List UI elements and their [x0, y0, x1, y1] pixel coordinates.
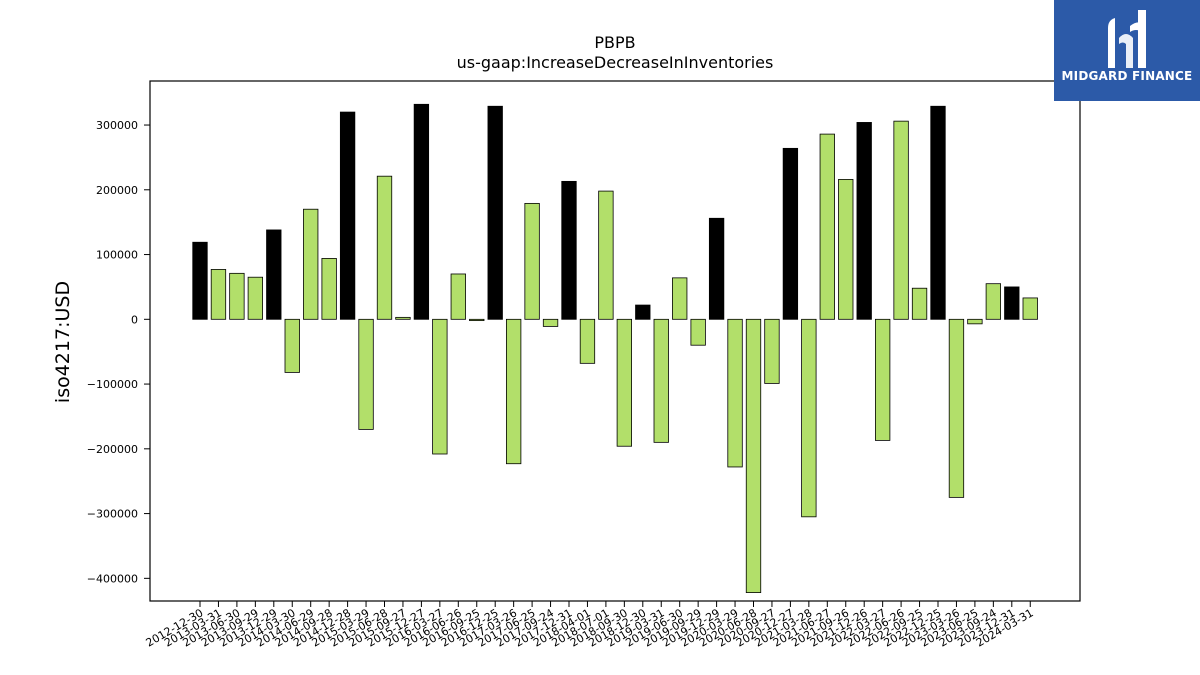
- bar-2015-03-29: [358, 318, 374, 430]
- bar-2021-06-27: [819, 133, 835, 320]
- y-tick-label: 0: [131, 313, 138, 326]
- bar-2017-09-24: [542, 318, 559, 327]
- bar-2023-12-31: [1004, 286, 1020, 320]
- bar-2012-12-30: [192, 241, 208, 320]
- bar-2014-12-28: [339, 111, 356, 320]
- bar-2024-03-31: [1022, 297, 1038, 320]
- bar-2018-04-01: [579, 318, 596, 364]
- bar-2019-09-29: [690, 318, 706, 346]
- chart-subtitle: us-gaap:IncreaseDecreaseInInventories: [457, 53, 774, 72]
- y-tick-label: −300000: [87, 508, 138, 521]
- bar-2017-06-25: [524, 202, 540, 320]
- bar-2023-03-26: [948, 318, 965, 498]
- logo-text: MIDGARD FINANCE: [1061, 69, 1193, 83]
- x-axis-ticks: 2012-12-302013-03-312013-06-302013-09-29…: [144, 601, 1036, 650]
- brand-logo: MIDGARD FINANCE: [1054, 0, 1200, 101]
- y-axis-label: iso4217:USD: [52, 281, 74, 403]
- bar-2020-06-28: [745, 318, 762, 593]
- bar-2022-09-25: [911, 287, 928, 320]
- bar-2014-06-29: [303, 208, 319, 320]
- y-tick-label: 200000: [96, 184, 138, 197]
- bar-2017-03-26: [505, 318, 522, 465]
- bar-2018-07-01: [598, 190, 614, 320]
- y-tick-label: −100000: [87, 378, 138, 391]
- y-tick-label: 300000: [96, 119, 138, 132]
- bar-2022-06-26: [893, 120, 909, 320]
- bar-2013-03-31: [210, 269, 227, 320]
- bar-2015-09-27: [395, 316, 411, 320]
- bar-2016-03-27: [432, 318, 448, 455]
- bar-2021-09-26: [838, 179, 854, 320]
- y-tick-label: −200000: [87, 443, 138, 456]
- bar-2020-09-27: [764, 318, 780, 384]
- bar-2018-09-30: [616, 318, 632, 447]
- bars-layer: [192, 103, 1038, 593]
- bar-2013-09-29: [247, 276, 264, 320]
- bar-2020-03-29: [727, 318, 743, 468]
- bar-2022-12-25: [930, 105, 946, 320]
- y-tick-label: 100000: [96, 249, 138, 262]
- bar-2019-03-31: [653, 318, 669, 443]
- bar-2021-12-26: [856, 122, 872, 320]
- bar-2013-12-29: [266, 229, 282, 320]
- y-axis-ticks: −400000 −300000 −200000 −100000 0 100000 20000…: [87, 119, 150, 585]
- y-tick-label: −400000: [87, 572, 138, 585]
- bar-2019-06-30: [672, 277, 688, 320]
- logo-mark-icon: [1108, 10, 1146, 68]
- bar-2023-09-24: [985, 283, 1001, 320]
- bar-2014-03-30: [284, 318, 300, 373]
- bar-2021-03-28: [801, 318, 817, 518]
- bar-2017-12-31: [561, 180, 577, 320]
- chart-title: PBPB: [594, 33, 635, 52]
- bar-2016-12-25: [487, 105, 503, 320]
- bar-2015-12-27: [413, 103, 430, 320]
- bar-2019-12-29: [708, 217, 725, 320]
- bar-2020-12-27: [782, 147, 799, 320]
- bar-2014-09-28: [321, 258, 337, 320]
- plot-frame: [149, 80, 1081, 602]
- bar-2013-06-30: [229, 272, 245, 320]
- bar-2022-03-27: [875, 318, 891, 441]
- bar-2016-06-26: [450, 273, 466, 320]
- bar-2016-09-25: [469, 318, 485, 322]
- bar-2015-06-28: [376, 175, 393, 320]
- bar-2023-06-25: [967, 318, 983, 325]
- bar-2018-12-30: [635, 304, 651, 320]
